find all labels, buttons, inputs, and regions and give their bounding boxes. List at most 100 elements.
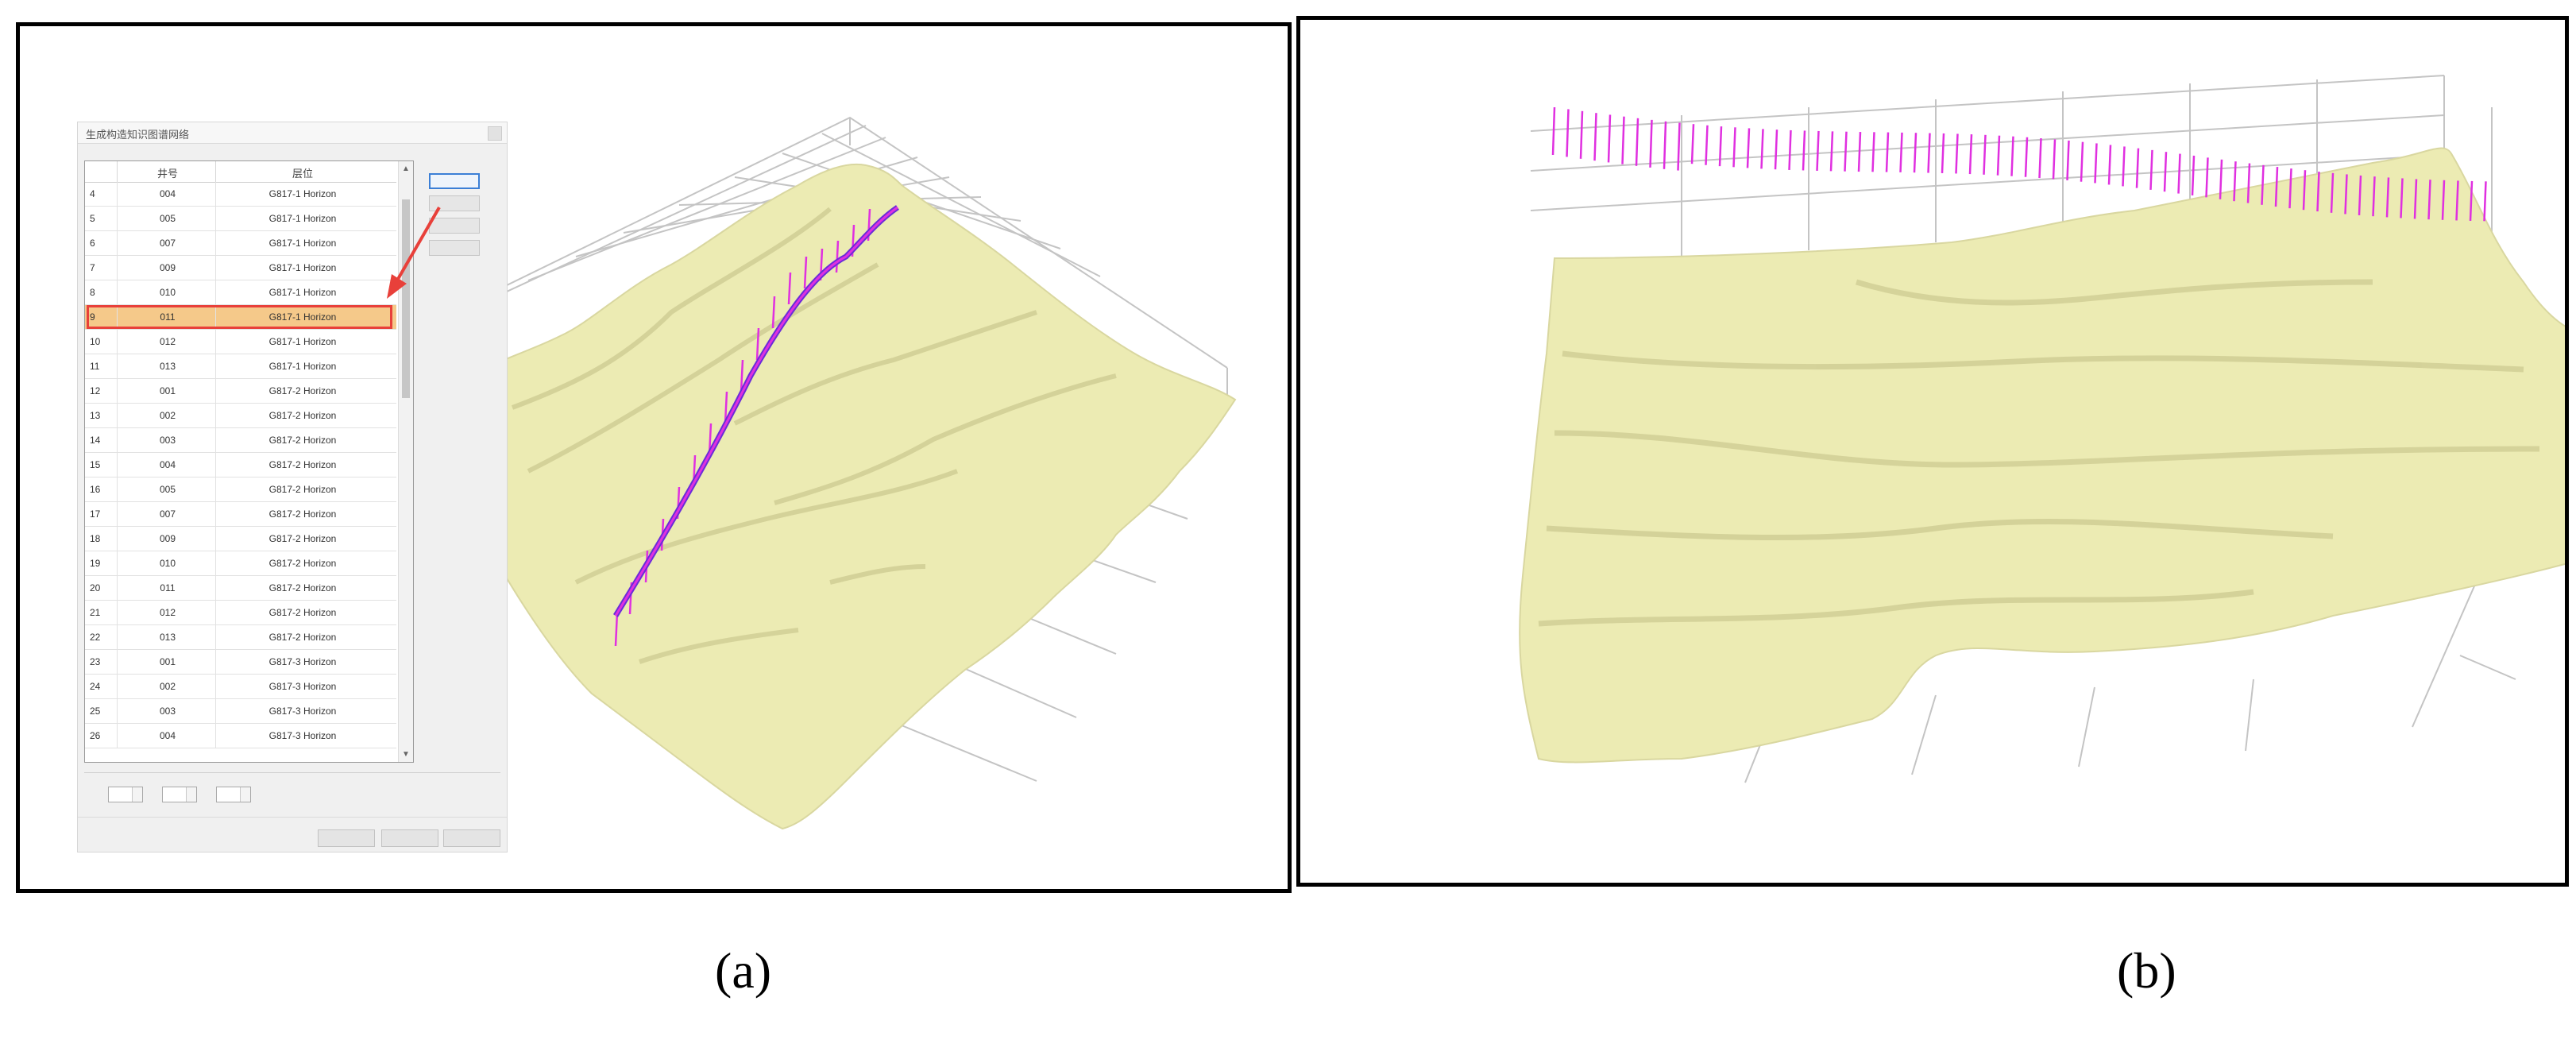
cell-divider xyxy=(215,404,216,427)
table-row[interactable]: 21 012 G817-2 Horizon xyxy=(85,601,396,625)
well-stick xyxy=(2316,171,2320,212)
well-stick xyxy=(1551,106,1556,156)
row-well-number: 002 xyxy=(159,410,176,421)
well-stick xyxy=(1829,131,1834,172)
well-stick xyxy=(2066,140,2070,181)
row-horizon-name: G817-2 Horizon xyxy=(268,582,337,593)
table-header: 井号 层位 xyxy=(85,161,396,183)
table-row[interactable]: 15 004 G817-2 Horizon xyxy=(85,453,396,477)
scroll-thumb[interactable] xyxy=(402,199,410,398)
row-index: 25 xyxy=(90,706,101,717)
footer-button-2[interactable] xyxy=(381,829,438,847)
table-row[interactable]: 12 001 G817-2 Horizon xyxy=(85,379,396,404)
spin-box-3[interactable] xyxy=(216,787,251,802)
footer-button-1[interactable] xyxy=(318,829,375,847)
row-index: 7 xyxy=(90,262,95,273)
row-well-number: 010 xyxy=(159,558,176,569)
table-row[interactable]: 26 004 G817-3 Horizon xyxy=(85,724,396,748)
table-row[interactable]: 24 002 G817-3 Horizon xyxy=(85,675,396,699)
scroll-up-icon[interactable]: ▲ xyxy=(402,164,410,173)
well-sticks-a xyxy=(614,208,871,647)
cell-divider xyxy=(215,477,216,501)
terrain-surface-a xyxy=(473,163,1237,830)
footer-divider xyxy=(78,817,507,818)
table-row[interactable]: 20 011 G817-2 Horizon xyxy=(85,576,396,601)
well-stick xyxy=(2372,176,2376,217)
dialog-titlebar: 生成构造知识图谱网络 xyxy=(78,122,507,144)
well-stick xyxy=(1607,114,1612,163)
row-well-number: 011 xyxy=(160,582,176,593)
well-stick xyxy=(2385,177,2390,218)
well-stick xyxy=(1677,122,1681,171)
well-stick xyxy=(2344,174,2348,215)
spin-arrows-icon[interactable] xyxy=(186,787,196,802)
column-header-horizon[interactable]: 层位 xyxy=(292,168,313,180)
table-row[interactable]: 25 003 G817-3 Horizon xyxy=(85,699,396,724)
well-stick xyxy=(2163,152,2168,192)
table-row[interactable]: 19 010 G817-2 Horizon xyxy=(85,551,396,576)
cell-divider xyxy=(117,527,118,551)
side-button-3[interactable] xyxy=(429,218,480,234)
side-button-4[interactable] xyxy=(429,240,480,256)
table-row[interactable]: 5 005 G817-1 Horizon xyxy=(85,207,396,231)
spin-arrows-icon[interactable] xyxy=(132,787,142,802)
table-row[interactable]: 22 013 G817-2 Horizon xyxy=(85,625,396,650)
row-horizon-name: G817-1 Horizon xyxy=(268,361,337,372)
well-stick xyxy=(2177,153,2181,194)
table-row[interactable]: 6 007 G817-1 Horizon xyxy=(85,231,396,256)
row-horizon-name: G817-1 Horizon xyxy=(268,336,337,347)
well-stick xyxy=(1649,119,1653,168)
well-stick xyxy=(1802,130,1806,171)
well-stick xyxy=(1899,132,1903,172)
well-stick xyxy=(2149,149,2153,190)
dialog-title: 生成构造知识图谱网络 xyxy=(86,129,190,141)
table-row[interactable]: 18 009 G817-2 Horizon xyxy=(85,527,396,551)
spin-arrows-icon[interactable] xyxy=(240,787,250,802)
row-horizon-name: G817-1 Horizon xyxy=(268,262,337,273)
spin-box-2[interactable] xyxy=(162,787,197,802)
row-horizon-name: G817-2 Horizon xyxy=(268,484,337,495)
well-stick xyxy=(2483,181,2487,222)
surface-plot-b xyxy=(1519,75,2565,783)
scroll-down-icon[interactable]: ▼ xyxy=(402,750,410,759)
header-divider xyxy=(117,161,118,182)
row-well-number: 013 xyxy=(159,361,176,372)
well-stick xyxy=(1732,127,1736,168)
row-well-number: 010 xyxy=(159,287,176,298)
side-button-2[interactable] xyxy=(429,195,480,211)
table-row[interactable]: 11 013 G817-1 Horizon xyxy=(85,354,396,379)
column-header-well[interactable]: 井号 xyxy=(156,168,178,180)
row-well-number: 013 xyxy=(159,632,176,643)
spin-box-1[interactable] xyxy=(108,787,143,802)
close-icon[interactable] xyxy=(488,126,502,141)
row-index: 19 xyxy=(90,558,101,569)
table-row[interactable]: 23 001 G817-3 Horizon xyxy=(85,650,396,675)
vertical-scrollbar[interactable]: ▲ ▼ xyxy=(398,161,413,762)
table-row[interactable]: 10 012 G817-1 Horizon xyxy=(85,330,396,354)
cell-divider xyxy=(215,354,216,378)
row-horizon-name: G817-2 Horizon xyxy=(268,607,337,618)
row-well-number: 009 xyxy=(159,533,176,544)
table-row[interactable]: 4 004 G817-1 Horizon xyxy=(85,182,396,207)
cell-divider xyxy=(215,650,216,674)
table-row[interactable]: 8 010 G817-1 Horizon xyxy=(85,280,396,305)
cell-divider xyxy=(117,207,118,230)
well-stick xyxy=(1705,125,1709,165)
panel-a: 生成构造知识图谱网络 井号 层位 4 004 G817-1 Horizon 5 005 G… xyxy=(16,22,1292,893)
well-stick xyxy=(2094,143,2098,184)
table-row[interactable]: 17 007 G817-2 Horizon xyxy=(85,502,396,527)
row-index: 23 xyxy=(90,656,101,667)
row-index: 5 xyxy=(90,213,95,224)
options-group-divider xyxy=(84,772,500,773)
row-horizon-name: G817-3 Horizon xyxy=(268,730,337,741)
table-row[interactable]: 13 002 G817-2 Horizon xyxy=(85,404,396,428)
cell-divider xyxy=(215,601,216,624)
row-well-number: 009 xyxy=(159,262,176,273)
side-button-1[interactable] xyxy=(429,173,480,189)
well-stick xyxy=(2400,178,2404,218)
table-row[interactable]: 7 009 G817-1 Horizon xyxy=(85,256,396,280)
footer-button-3[interactable] xyxy=(443,829,500,847)
table-row[interactable]: 9 011 G817-1 Horizon xyxy=(85,305,396,330)
table-row[interactable]: 14 003 G817-2 Horizon xyxy=(85,428,396,453)
table-row[interactable]: 16 005 G817-2 Horizon xyxy=(85,477,396,502)
